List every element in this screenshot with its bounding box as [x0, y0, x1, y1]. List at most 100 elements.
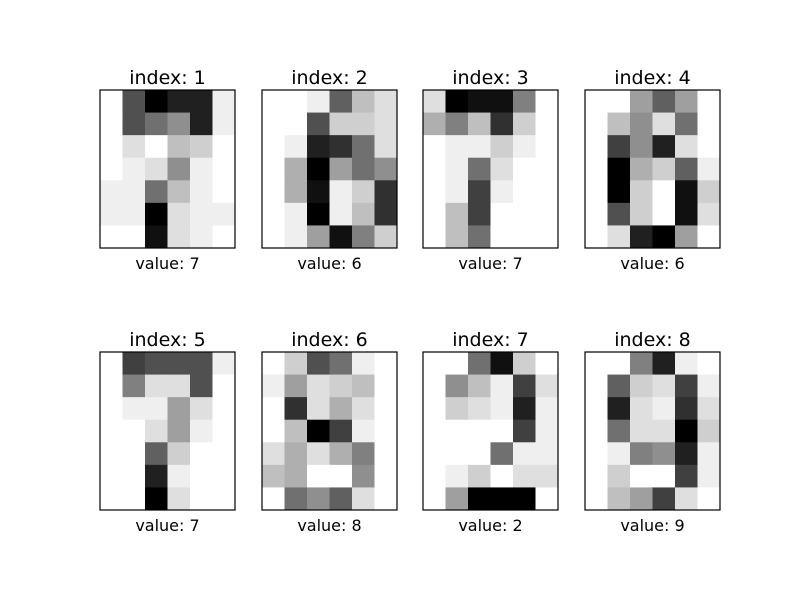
- pixel-cell: [513, 442, 536, 466]
- pixel-cell: [607, 90, 631, 113]
- pixel-cell: [145, 397, 168, 421]
- pixel-cell: [675, 180, 698, 204]
- pixel-cell: [513, 397, 536, 421]
- pixel-cell: [329, 464, 353, 488]
- pixel-cell: [145, 442, 168, 466]
- pixel-cell: [190, 90, 213, 113]
- pixel-cell: [585, 180, 608, 204]
- pixel-cell: [212, 397, 236, 421]
- pixel-cell: [352, 487, 375, 511]
- pixel-cell: [307, 397, 330, 421]
- pixel-cell: [329, 202, 353, 226]
- pixel-cell: [630, 397, 653, 421]
- pixel-cell: [535, 419, 559, 443]
- pixel-cell: [652, 90, 676, 113]
- pixel-cell: [145, 487, 168, 511]
- pixel-cell: [585, 487, 608, 511]
- pixel-cell: [307, 487, 330, 511]
- pixel-cell: [329, 90, 353, 113]
- pixel-cell: [374, 112, 398, 136]
- pixel-cell: [630, 352, 653, 375]
- pixel-cell: [100, 374, 123, 398]
- pixel-cell: [490, 180, 514, 204]
- pixel-cell: [585, 225, 608, 249]
- pixel-cell: [535, 135, 559, 159]
- pixel-cell: [535, 157, 559, 181]
- pixel-cell: [535, 180, 559, 204]
- pixel-cell: [630, 487, 653, 511]
- pixel-cell: [352, 225, 375, 249]
- pixel-cell: [329, 374, 353, 398]
- digit-panel: index: 7 value: 2: [422, 329, 559, 535]
- panel-value-label: value: 9: [620, 516, 684, 535]
- pixel-cell: [445, 157, 469, 181]
- pixel-cell: [697, 374, 721, 398]
- pixel-cell: [513, 225, 536, 249]
- pixel-cell: [652, 135, 676, 159]
- pixel-cell: [122, 487, 146, 511]
- pixel-cell: [352, 374, 375, 398]
- pixel-cell: [445, 135, 469, 159]
- pixel-cell: [145, 464, 168, 488]
- pixel-cell: [190, 225, 213, 249]
- pixel-cell: [490, 157, 514, 181]
- pixel-cell: [145, 225, 168, 249]
- pixel-cell: [100, 90, 123, 113]
- pixel-cell: [630, 112, 653, 136]
- pixel-cell: [585, 202, 608, 226]
- pixel-cell: [284, 374, 308, 398]
- pixel-cell: [352, 419, 375, 443]
- pixel-cell: [697, 202, 721, 226]
- pixel-cell: [329, 180, 353, 204]
- pixel-cell: [374, 90, 398, 113]
- pixel-cell: [585, 374, 608, 398]
- pixel-cell: [122, 419, 146, 443]
- pixel-cell: [468, 442, 491, 466]
- pixel-cell: [513, 112, 536, 136]
- pixel-cell: [352, 135, 375, 159]
- pixel-cell: [585, 90, 608, 113]
- pixel-cell: [329, 442, 353, 466]
- pixel-cell: [262, 157, 285, 181]
- pixel-cell: [445, 352, 469, 375]
- pixel-cell: [585, 112, 608, 136]
- pixel-cell: [585, 419, 608, 443]
- pixel-cell: [423, 442, 446, 466]
- pixel-cell: [607, 487, 631, 511]
- pixel-cell: [630, 135, 653, 159]
- pixel-cell: [167, 225, 191, 249]
- pixel-cell: [329, 157, 353, 181]
- pixel-cell: [445, 442, 469, 466]
- pixel-cell: [535, 442, 559, 466]
- pixel-cell: [167, 90, 191, 113]
- pixel-cell: [652, 442, 676, 466]
- pixel-cell: [284, 112, 308, 136]
- pixel-cell: [468, 397, 491, 421]
- pixel-cell: [490, 442, 514, 466]
- pixel-cell: [329, 397, 353, 421]
- pixel-cell: [423, 352, 446, 375]
- pixel-cell: [423, 180, 446, 204]
- pixel-cell: [284, 157, 308, 181]
- pixel-cell: [100, 442, 123, 466]
- pixel-cell: [190, 419, 213, 443]
- pixel-cell: [513, 90, 536, 113]
- pixel-cell: [352, 352, 375, 375]
- pixel-cell: [190, 202, 213, 226]
- pixel-cell: [630, 202, 653, 226]
- pixel-cell: [352, 464, 375, 488]
- pixel-cell: [423, 487, 446, 511]
- pixel-cell: [100, 419, 123, 443]
- pixel-cell: [445, 180, 469, 204]
- pixel-cell: [675, 135, 698, 159]
- pixel-cell: [284, 442, 308, 466]
- pixel-cell: [513, 135, 536, 159]
- pixel-cell: [535, 464, 559, 488]
- pixel-cell: [374, 374, 398, 398]
- pixel-cell: [307, 374, 330, 398]
- pixel-cell: [535, 374, 559, 398]
- pixel-cell: [490, 90, 514, 113]
- pixel-cell: [145, 90, 168, 113]
- pixel-cell: [423, 374, 446, 398]
- pixel-cell: [167, 157, 191, 181]
